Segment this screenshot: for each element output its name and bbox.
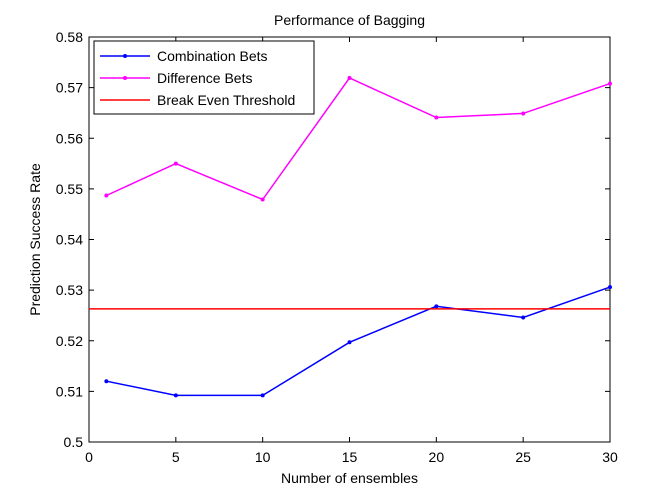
y-tick-label: 0.5 [64, 434, 84, 450]
data-point-combination-bets [608, 285, 612, 290]
data-point-difference-bets [347, 76, 352, 81]
x-tick-label: 25 [515, 449, 531, 465]
x-tick-label: 0 [85, 449, 93, 465]
data-point-combination-bets [347, 340, 352, 345]
y-tick-label: 0.55 [56, 181, 83, 197]
y-tick-label: 0.54 [56, 232, 83, 248]
legend-marker [123, 76, 127, 80]
data-point-difference-bets [173, 161, 178, 166]
x-tick-label: 5 [172, 449, 180, 465]
legend-label: Combination Bets [157, 48, 268, 64]
y-tick-label: 0.53 [56, 282, 83, 298]
x-tick-label: 10 [255, 449, 271, 465]
y-axis-title: Prediction Success Rate [27, 163, 43, 316]
data-point-combination-bets [434, 304, 439, 309]
legend-label: Difference Bets [157, 70, 252, 86]
data-point-difference-bets [260, 197, 265, 202]
x-tick-label: 30 [602, 449, 618, 465]
data-point-combination-bets [521, 315, 526, 320]
legend-marker [123, 54, 127, 58]
chart-title: Performance of Bagging [274, 12, 425, 28]
data-point-combination-bets [104, 379, 109, 384]
x-tick-label: 20 [429, 449, 445, 465]
x-axis-title: Number of ensembles [281, 470, 418, 486]
legend-label: Break Even Threshold [157, 92, 295, 108]
data-point-difference-bets [521, 111, 526, 116]
data-point-difference-bets [608, 81, 612, 86]
x-tick-label: 15 [342, 449, 358, 465]
data-point-combination-bets [260, 393, 265, 398]
legend: Combination Bets Difference Bets Break Eve… [93, 40, 315, 115]
data-point-combination-bets [173, 393, 178, 398]
y-tick-label: 0.51 [56, 383, 83, 399]
y-tick-label: 0.57 [56, 80, 83, 96]
y-tick-label: 0.58 [56, 29, 83, 45]
y-tick-label: 0.52 [56, 333, 83, 349]
y-tick-label: 0.56 [56, 130, 83, 146]
data-point-difference-bets [104, 193, 109, 198]
data-point-difference-bets [434, 115, 439, 120]
